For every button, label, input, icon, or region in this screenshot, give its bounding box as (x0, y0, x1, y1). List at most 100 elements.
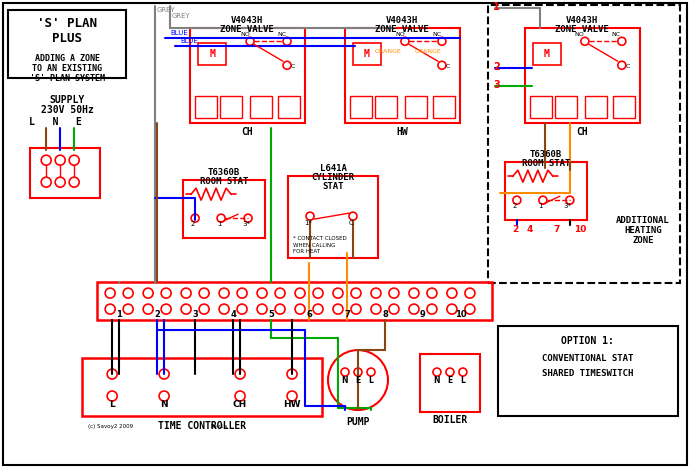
Bar (250, 96, 272, 118)
Text: V4043H: V4043H (386, 16, 418, 25)
Bar (82, 358, 322, 416)
Circle shape (459, 368, 467, 376)
Circle shape (447, 288, 457, 298)
Text: 2: 2 (513, 203, 517, 209)
Circle shape (244, 214, 252, 222)
Text: M: M (544, 49, 550, 59)
Circle shape (513, 196, 521, 204)
Text: 9: 9 (420, 310, 426, 319)
Text: TO AN EXISTING: TO AN EXISTING (32, 64, 102, 73)
Bar (525, 28, 640, 123)
Text: T6360B: T6360B (530, 150, 562, 159)
Text: SHARED TIMESWITCH: SHARED TIMESWITCH (542, 369, 633, 378)
Text: ZONE: ZONE (632, 236, 653, 245)
Text: GREY: GREY (172, 13, 191, 19)
Circle shape (55, 155, 65, 165)
Text: 10: 10 (455, 310, 466, 319)
Circle shape (181, 288, 191, 298)
Circle shape (349, 212, 357, 220)
Text: ZONE VALVE: ZONE VALVE (375, 25, 429, 34)
Text: NC: NC (277, 32, 286, 37)
Text: CH: CH (241, 127, 253, 137)
Text: HW: HW (284, 400, 301, 409)
Text: 1: 1 (217, 221, 221, 227)
Circle shape (371, 288, 381, 298)
Circle shape (283, 37, 291, 45)
Bar (350, 96, 372, 118)
Text: N: N (342, 376, 348, 385)
Circle shape (389, 288, 399, 298)
Text: N: N (160, 400, 168, 409)
Circle shape (306, 212, 314, 220)
Circle shape (465, 288, 475, 298)
Circle shape (257, 288, 267, 298)
Circle shape (143, 288, 153, 298)
Circle shape (69, 155, 79, 165)
Circle shape (275, 288, 285, 298)
Bar (30, 148, 100, 198)
Circle shape (295, 288, 305, 298)
Bar (195, 96, 217, 118)
Circle shape (438, 61, 446, 69)
Text: ZONE VALVE: ZONE VALVE (555, 25, 609, 34)
Bar (353, 43, 381, 65)
Bar (375, 96, 397, 118)
Circle shape (123, 288, 133, 298)
Text: NO: NO (395, 32, 405, 37)
Text: C: C (626, 64, 630, 69)
Text: L: L (460, 376, 465, 385)
Circle shape (351, 288, 361, 298)
Bar (278, 96, 300, 118)
Circle shape (566, 196, 574, 204)
Circle shape (275, 304, 285, 314)
Text: M: M (209, 49, 215, 59)
Circle shape (341, 368, 349, 376)
Circle shape (199, 304, 209, 314)
Text: OPTION 1:: OPTION 1: (562, 336, 614, 346)
Text: 4: 4 (230, 310, 236, 319)
Bar (8, 10, 126, 78)
Text: NO: NO (240, 32, 250, 37)
Text: 1*: 1* (304, 220, 312, 226)
Text: CYLINDER: CYLINDER (311, 173, 355, 182)
Circle shape (237, 288, 247, 298)
Circle shape (446, 368, 454, 376)
Circle shape (237, 304, 247, 314)
Bar (613, 96, 635, 118)
Bar (433, 96, 455, 118)
Circle shape (409, 304, 419, 314)
Text: L: L (368, 376, 373, 385)
Text: ROOM STAT: ROOM STAT (200, 177, 248, 186)
Circle shape (618, 61, 626, 69)
Text: 10: 10 (573, 225, 586, 234)
Text: 'S' PLAN SYSTEM: 'S' PLAN SYSTEM (30, 74, 105, 83)
Text: C: C (446, 64, 451, 69)
Bar (505, 162, 586, 220)
Circle shape (371, 304, 381, 314)
Circle shape (246, 37, 254, 45)
Text: HW: HW (396, 127, 408, 137)
Text: C: C (348, 220, 353, 226)
Bar (97, 282, 492, 320)
Circle shape (333, 288, 343, 298)
Circle shape (438, 37, 446, 45)
Bar (585, 96, 607, 118)
Text: ORANGE: ORANGE (415, 49, 442, 54)
Circle shape (181, 304, 191, 314)
Text: CONVENTIONAL STAT: CONVENTIONAL STAT (542, 353, 633, 363)
Text: NC: NC (432, 32, 441, 37)
Circle shape (427, 288, 437, 298)
Text: * CONTACT CLOSED: * CONTACT CLOSED (293, 236, 347, 241)
Bar (488, 5, 680, 283)
Text: TIME CONTROLLER: TIME CONTROLLER (158, 421, 246, 431)
Bar (530, 96, 552, 118)
Text: NC: NC (612, 32, 621, 37)
Circle shape (105, 304, 115, 314)
Bar (555, 96, 577, 118)
Circle shape (367, 368, 375, 376)
Circle shape (581, 37, 589, 45)
Circle shape (354, 368, 362, 376)
Circle shape (283, 61, 291, 69)
Text: STAT: STAT (322, 182, 344, 190)
Bar (190, 28, 305, 123)
